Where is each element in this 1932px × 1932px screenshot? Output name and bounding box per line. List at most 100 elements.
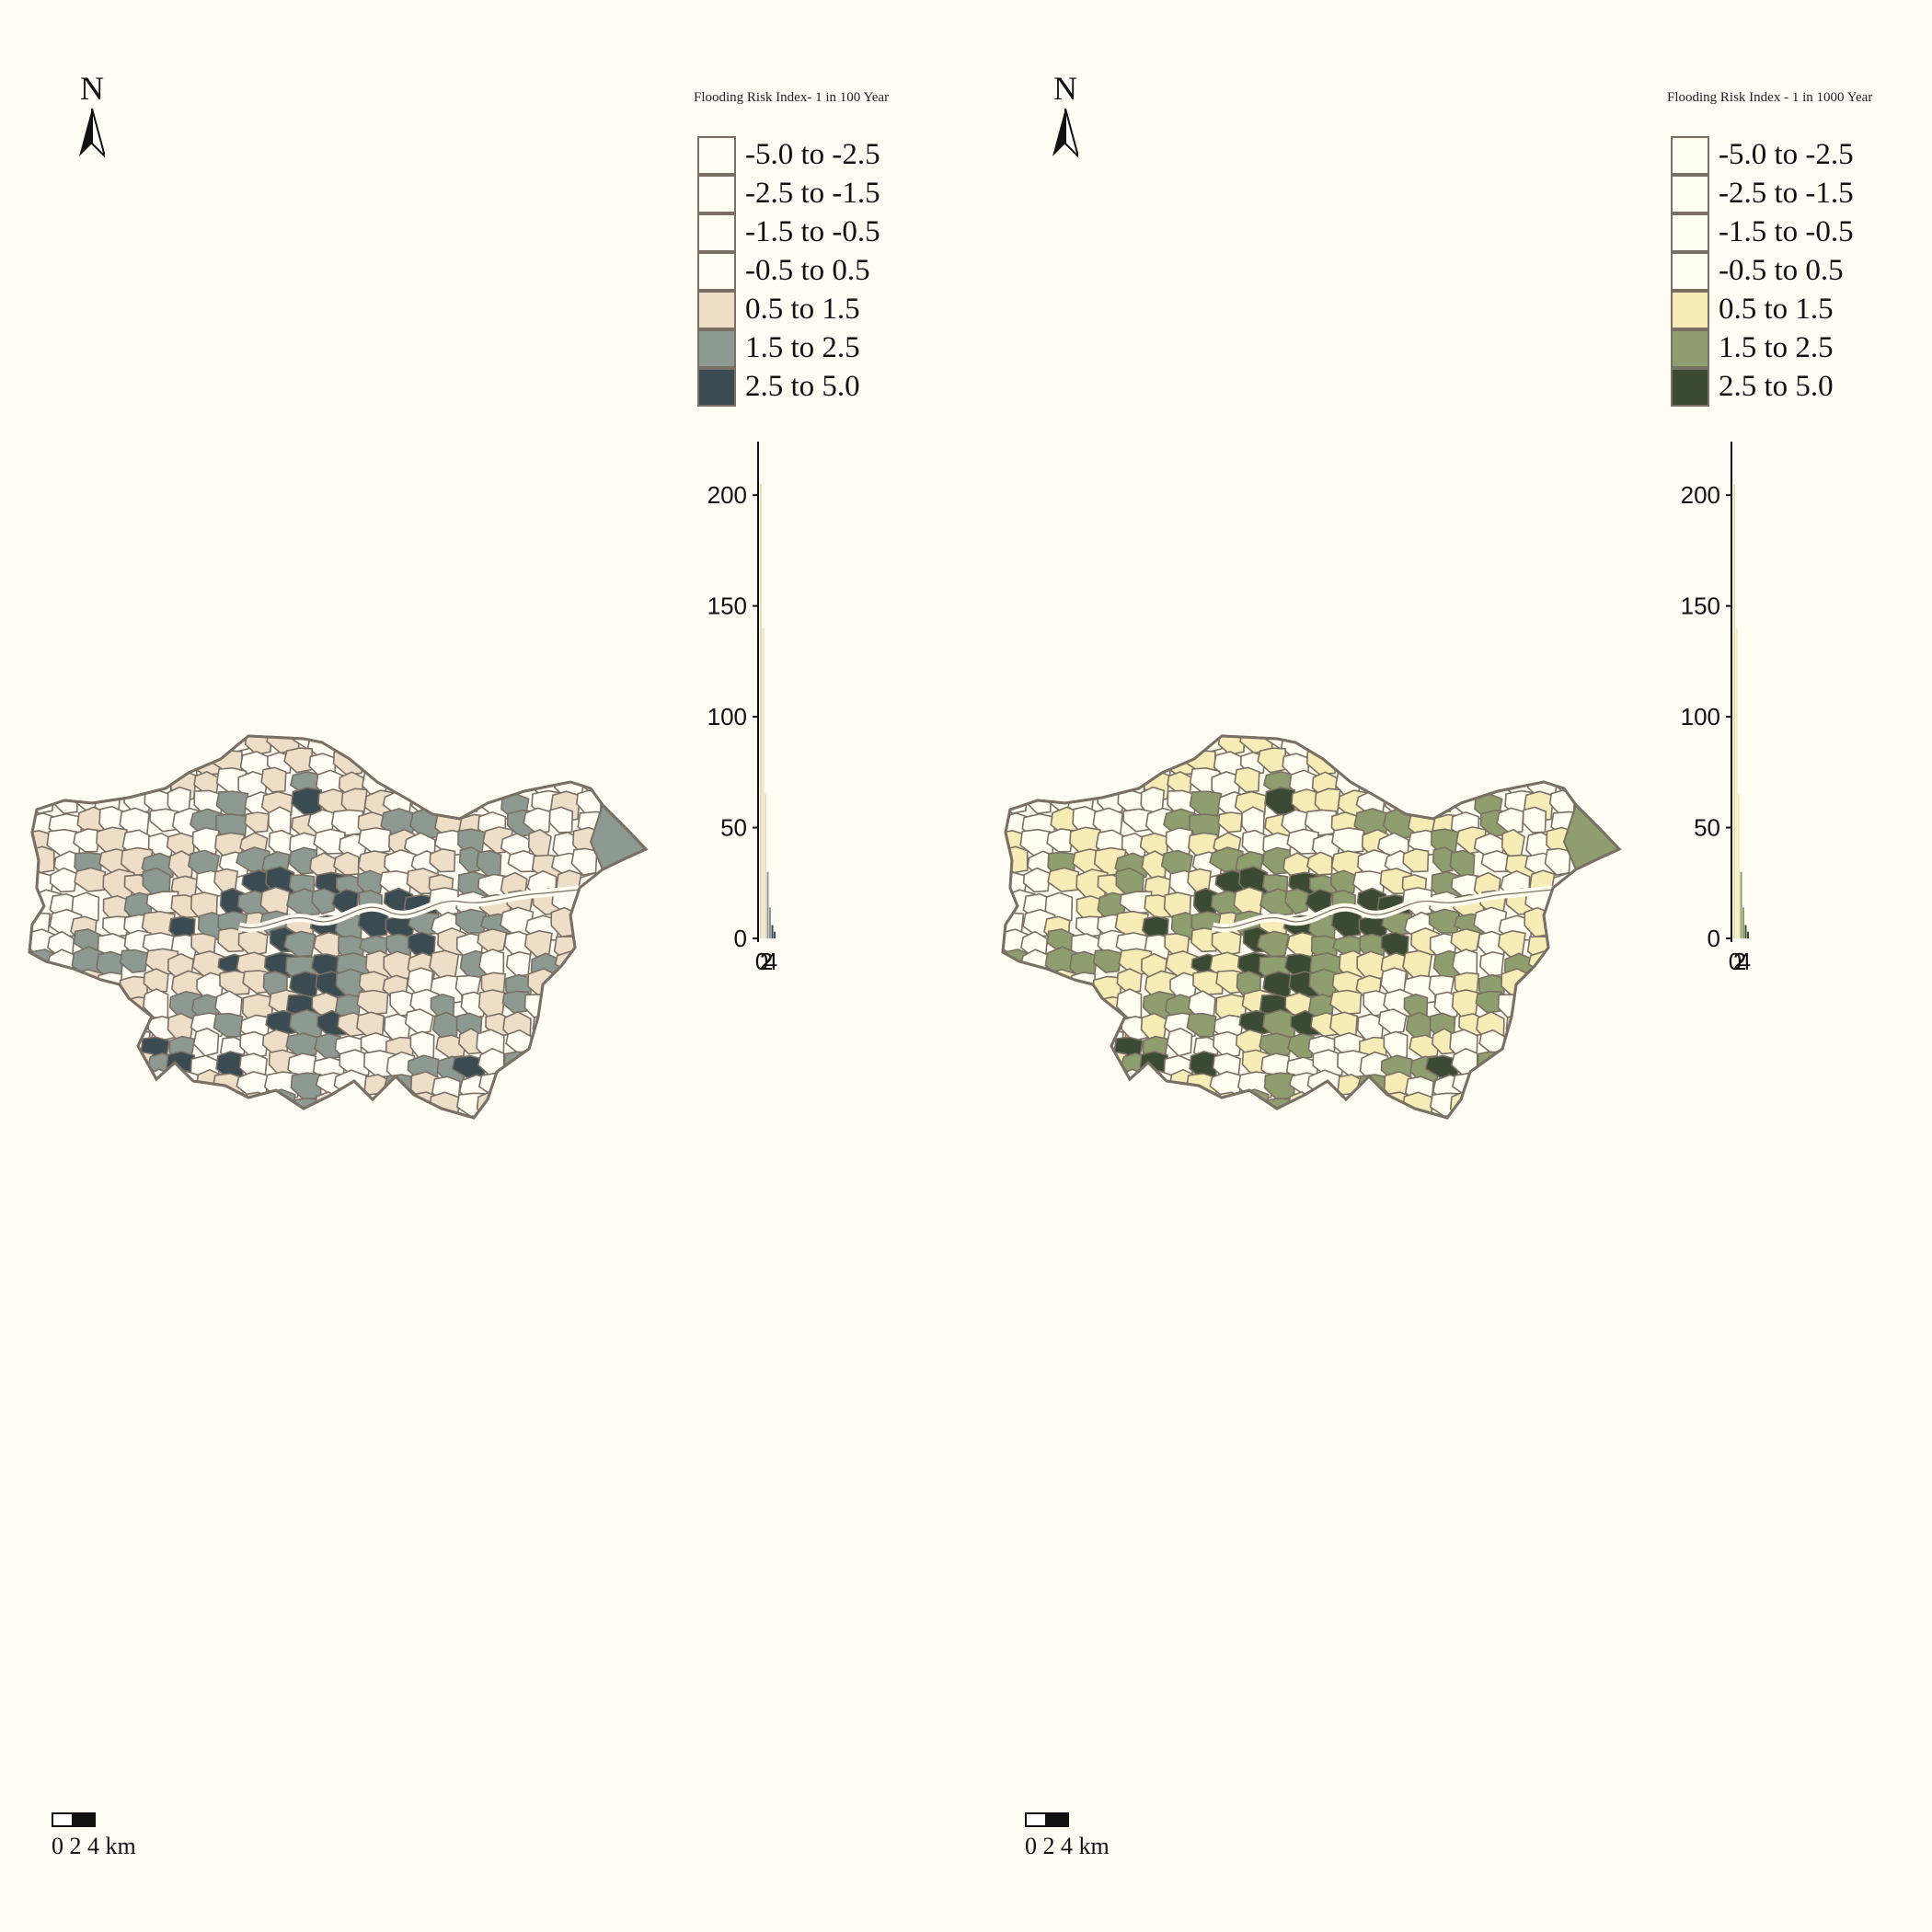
ward-polygon [1266,1196,1292,1210]
ward-polygon [1430,1155,1460,1178]
ward-polygon [123,1114,148,1118]
ward-polygon [336,1131,361,1162]
ward-polygon [523,807,551,834]
ward-polygon [1616,851,1619,882]
ward-polygon [1213,1030,1243,1059]
ward-polygon [1527,1055,1558,1081]
ward-polygon [642,888,646,914]
ward-polygon [1117,1155,1142,1179]
ward-polygon [339,1049,372,1076]
ward-polygon [1023,736,1052,760]
ward-polygon [526,1052,557,1075]
ward-polygon [1090,1096,1123,1118]
ward-polygon [119,1176,144,1201]
ward-polygon [1314,1179,1340,1204]
ward-polygon [29,845,55,874]
ward-polygon [1018,1160,1046,1184]
ward-polygon [548,1097,579,1118]
ward-polygon [652,993,653,1013]
ward-polygon [1424,736,1458,762]
ward-polygon [1603,1134,1626,1160]
ward-polygon [268,1133,300,1156]
ward-polygon [600,1158,626,1185]
ward-polygon [97,1092,130,1115]
ward-polygon [1022,1075,1057,1104]
ward-polygon [1593,872,1619,906]
ward-polygon [619,872,646,906]
ward-polygon [1475,990,1503,1014]
ward-polygon [1362,765,1394,792]
ward-polygon [1309,1156,1341,1182]
ward-polygon [503,1198,527,1210]
ward-polygon [1623,766,1627,791]
ward-polygon [1545,910,1575,937]
ward-polygon [1283,1178,1310,1202]
ward-polygon [1070,1092,1103,1115]
ward-polygon [459,1132,491,1154]
ward-polygon [571,910,602,937]
ward-polygon [1527,1195,1554,1211]
ward-polygon [431,1134,460,1161]
ward-polygon [1404,736,1430,757]
ward-polygon [595,972,627,1001]
ward-polygon [1283,1114,1317,1118]
ward-polygon [571,736,606,757]
ward-polygon [555,971,588,995]
ward-polygon [1499,1073,1525,1105]
map-panel-1-in-1000: N Flooding Risk Index - 1 in 1000 Year -… [973,0,1932,1932]
ward-polygon [641,949,646,978]
ward-polygon [1096,749,1123,775]
ward-polygon [1575,746,1603,778]
ward-polygon [1215,1191,1241,1210]
ward-polygon [551,988,584,1017]
ward-polygon [1457,1192,1489,1210]
histogram-y-tick-label: 150 [707,592,747,620]
ward-polygon [1115,988,1143,1018]
ward-polygon [1600,736,1619,760]
ward-polygon [627,1095,646,1118]
histogram-bar [760,484,762,938]
ward-polygon [1432,769,1461,795]
ward-polygon [501,736,529,757]
ward-polygon [1047,1052,1081,1080]
ward-polygon [506,1151,536,1178]
ward-polygon [596,951,628,975]
ward-polygon [644,927,646,961]
ward-polygon [409,1030,435,1061]
histogram-bar [1742,907,1744,938]
ward-polygon [1597,1172,1624,1203]
ward-polygon [197,1195,227,1210]
ward-polygon [1141,850,1167,880]
ward-polygon [1123,1196,1154,1210]
ward-polygon [1551,954,1583,977]
ward-polygon [311,1193,342,1210]
ward-polygon [1073,1112,1099,1118]
ward-polygon [477,1133,500,1158]
ward-polygon [1022,1199,1048,1211]
ward-polygon [1597,1008,1619,1036]
ward-polygon [1213,1174,1241,1202]
ward-polygon [243,1133,266,1157]
ward-polygon [1600,1034,1619,1060]
ward-polygon [598,1035,633,1059]
ward-polygon [314,1133,339,1162]
ward-polygon [627,736,646,760]
ward-polygon [264,1156,292,1179]
ward-polygon [598,1176,624,1203]
ward-polygon [1551,751,1584,781]
ward-polygon [358,736,392,756]
ward-polygon [1192,970,1225,995]
ward-polygon [1577,1115,1610,1118]
ward-polygon [651,1033,653,1060]
histogram-y-tick-label: 0 [734,925,747,952]
ward-polygon [1598,1054,1619,1082]
ward-polygon [431,1113,459,1118]
ward-polygon [1457,1110,1490,1118]
ward-polygon [1616,1154,1627,1183]
ward-polygon [435,1176,459,1198]
ward-polygon [1144,1156,1172,1182]
ward-polygon [435,1034,467,1059]
ward-polygon [70,1175,94,1194]
ward-polygon [1020,1093,1051,1118]
ward-polygon [571,1012,602,1042]
